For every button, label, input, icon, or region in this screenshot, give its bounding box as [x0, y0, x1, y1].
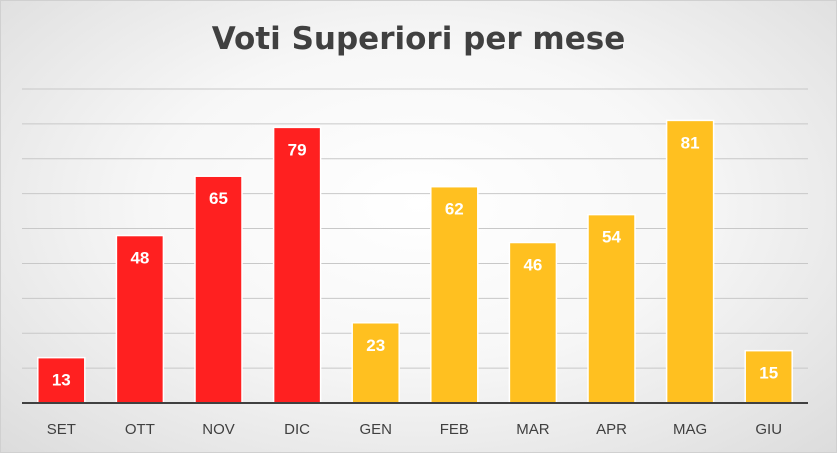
data-label: 65: [209, 189, 228, 208]
category-label: MAR: [516, 421, 550, 438]
data-label: 54: [602, 228, 621, 247]
bar: [37, 356, 86, 404]
category-label: OTT: [125, 421, 155, 438]
category-label: NOV: [202, 421, 235, 438]
chart-title: Voti Superiori per mese: [211, 21, 626, 57]
category-label: GIU: [755, 421, 782, 438]
bar: [272, 126, 322, 404]
data-label: 62: [445, 200, 464, 219]
data-label: 81: [681, 133, 700, 152]
data-label: 23: [366, 336, 385, 355]
data-label: 46: [523, 256, 542, 275]
data-label: 13: [52, 371, 71, 390]
category-label: SET: [47, 421, 76, 438]
category-label: DIC: [284, 421, 310, 438]
category-label: APR: [596, 421, 627, 438]
category-label: FEB: [440, 421, 469, 438]
data-label: 15: [759, 364, 778, 383]
bar: [508, 241, 558, 404]
category-label: MAG: [673, 421, 707, 438]
data-label: 48: [130, 249, 149, 268]
bar: [430, 185, 479, 404]
bar: [115, 234, 165, 404]
data-label: 79: [288, 140, 307, 159]
bar: [665, 119, 715, 404]
category-label: GEN: [359, 421, 392, 438]
bar: [194, 175, 243, 404]
